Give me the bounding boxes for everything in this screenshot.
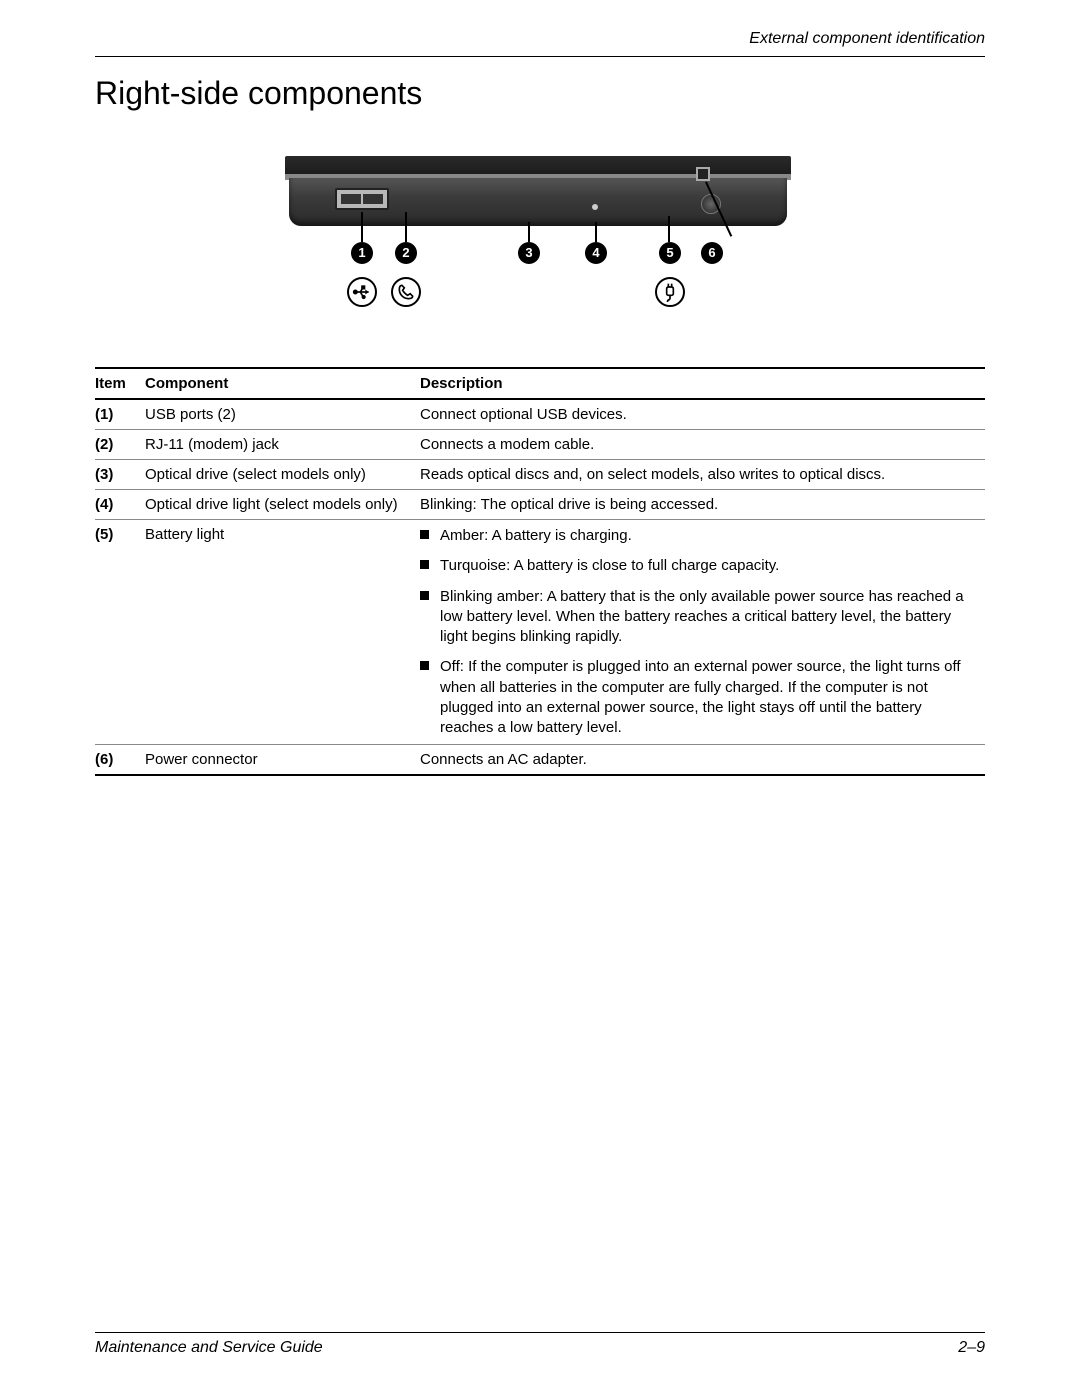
callout-5: 5 — [659, 242, 681, 264]
page-footer: Maintenance and Service Guide 2–9 — [95, 1332, 985, 1357]
cell-item: (5) — [95, 520, 145, 745]
modem-icon — [391, 277, 421, 307]
cell-item: (1) — [95, 399, 145, 430]
cell-item: (3) — [95, 460, 145, 490]
bullet-item: Amber: A battery is charging. — [420, 526, 977, 546]
cell-description: Amber: A battery is charging. Turquoise:… — [420, 520, 985, 745]
table-row: (3) Optical drive (select models only) R… — [95, 460, 985, 490]
bullet-item: Blinking amber: A battery that is the on… — [420, 587, 977, 648]
cell-component: Optical drive (select models only) — [145, 460, 420, 490]
header-section: External component identification — [95, 30, 985, 48]
cell-description: Blinking: The optical drive is being acc… — [420, 490, 985, 520]
secure-slot-graphic — [696, 167, 710, 181]
bullet-item: Off: If the computer is plugged into an … — [420, 657, 977, 738]
components-table: Item Component Description (1) USB ports… — [95, 367, 985, 776]
callout-1: 1 — [351, 242, 373, 264]
cell-component: USB ports (2) — [145, 399, 420, 430]
callout-6: 6 — [701, 242, 723, 264]
cell-component: Optical drive light (select models only) — [145, 490, 420, 520]
callout-2: 2 — [395, 242, 417, 264]
cell-component: Battery light — [145, 520, 420, 745]
footer-right: 2–9 — [958, 1339, 985, 1357]
top-rule — [95, 56, 985, 57]
table-row: (1) USB ports (2) Connect optional USB d… — [95, 399, 985, 430]
cell-description: Connects an AC adapter. — [420, 745, 985, 776]
callout-4: 4 — [585, 242, 607, 264]
cell-item: (4) — [95, 490, 145, 520]
cell-item: (2) — [95, 430, 145, 460]
power-icon — [655, 277, 685, 307]
table-row: (4) Optical drive light (select models o… — [95, 490, 985, 520]
cell-item: (6) — [95, 745, 145, 776]
th-component: Component — [145, 368, 420, 399]
table-row: (5) Battery light Amber: A battery is ch… — [95, 520, 985, 745]
usb-ports-graphic — [335, 188, 389, 210]
right-side-diagram: 1 2 3 4 5 6 — [275, 142, 805, 327]
cell-description: Connect optional USB devices. — [420, 399, 985, 430]
table-row: (2) RJ-11 (modem) jack Connects a modem … — [95, 430, 985, 460]
callout-3: 3 — [518, 242, 540, 264]
cell-component: RJ-11 (modem) jack — [145, 430, 420, 460]
th-item: Item — [95, 368, 145, 399]
cell-description: Reads optical discs and, on select model… — [420, 460, 985, 490]
usb-icon — [347, 277, 377, 307]
footer-left: Maintenance and Service Guide — [95, 1339, 323, 1357]
cell-component: Power connector — [145, 745, 420, 776]
drive-light-dot — [592, 204, 598, 210]
table-row: (6) Power connector Connects an AC adapt… — [95, 745, 985, 776]
cell-description: Connects a modem cable. — [420, 430, 985, 460]
bullet-item: Turquoise: A battery is close to full ch… — [420, 556, 977, 576]
th-description: Description — [420, 368, 985, 399]
page-title: Right-side components — [95, 75, 985, 112]
